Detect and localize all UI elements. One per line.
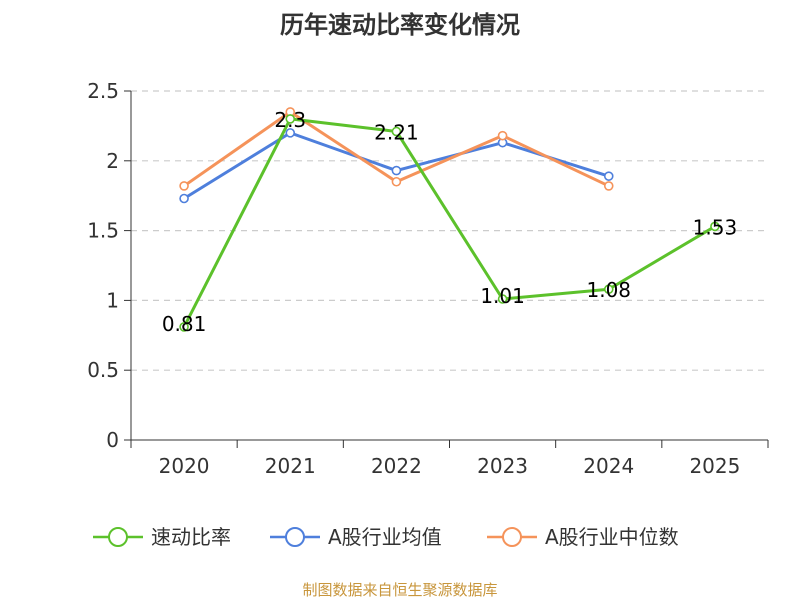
legend-item-1[interactable]: A股行业均值: [270, 525, 442, 549]
data-point: [179, 322, 189, 332]
data-point: [285, 128, 296, 138]
y-tick-label: 1: [106, 288, 119, 312]
legend-item-0[interactable]: 速动比率: [93, 525, 231, 549]
legend-label: 速动比率: [151, 525, 231, 549]
chart-title: 历年速动比率变化情况: [280, 11, 520, 39]
x-tick-label: 2025: [689, 454, 740, 478]
data-label: 1.53: [693, 215, 738, 239]
data-point: [603, 171, 614, 181]
series-layer: [179, 107, 720, 332]
y-tick-label: 0: [106, 428, 119, 452]
data-point: [285, 114, 296, 124]
legend-item-2[interactable]: A股行业中位数: [487, 525, 679, 549]
data-label: 1.01: [480, 284, 525, 308]
legend-marker: [108, 527, 128, 547]
x-tick-label: 2024: [583, 454, 634, 478]
x-tick-label: 2020: [159, 454, 210, 478]
legend-marker: [285, 527, 305, 547]
data-point: [179, 181, 189, 191]
y-tick-label: 2: [106, 149, 119, 173]
source-note: 制图数据来自恒生聚源数据库: [302, 581, 497, 599]
grid: [131, 90, 768, 371]
x-tick-label: 2021: [265, 454, 316, 478]
data-label: 2.21: [374, 120, 419, 144]
y-tick-label: 1.5: [87, 219, 119, 243]
data-label: 0.81: [162, 312, 207, 336]
data-point: [391, 165, 402, 176]
axes: 0 0.5 1 1.5 2 2.5 2020 2021 2022 2023 2024 2025: [87, 79, 769, 478]
data-point: [497, 130, 508, 141]
legend[interactable]: 速动比率 A股行业均值 A股行业中位数: [93, 525, 679, 549]
data-point: [710, 221, 720, 232]
data-point: [497, 294, 508, 304]
data-point: [603, 284, 614, 295]
data-label: 2.3: [274, 108, 306, 132]
x-tick-label: 2022: [371, 454, 422, 478]
legend-label: A股行业中位数: [545, 525, 679, 549]
y-tick-label: 0.5: [87, 358, 119, 382]
data-point: [179, 193, 189, 204]
data-labels: 0.81 2.3 2.21 1.01 1.08 1.53: [162, 108, 737, 336]
series-line-0: [182, 117, 716, 328]
data-point: [391, 126, 402, 137]
data-point: [603, 181, 614, 191]
legend-label: A股行业均值: [328, 525, 442, 549]
legend-marker: [502, 527, 522, 547]
y-tick-label: 2.5: [87, 79, 119, 103]
x-tick-label: 2023: [477, 454, 528, 478]
data-label: 1.08: [586, 278, 631, 302]
data-point: [391, 176, 402, 187]
